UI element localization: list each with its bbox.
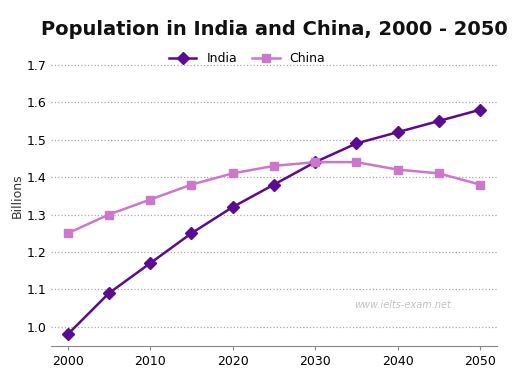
India <box>477 108 483 112</box>
China <box>353 160 359 164</box>
India <box>188 231 195 236</box>
China <box>188 182 195 187</box>
Line: China: China <box>63 158 484 237</box>
India <box>395 130 401 134</box>
Text: www.ielts-exam.net: www.ielts-exam.net <box>354 300 451 310</box>
India <box>271 182 277 187</box>
India <box>65 332 71 337</box>
China <box>147 197 153 202</box>
China <box>106 212 112 217</box>
China <box>395 167 401 172</box>
Title: Population in India and China, 2000 - 2050: Population in India and China, 2000 - 20… <box>40 20 507 39</box>
Y-axis label: Billions: Billions <box>11 174 24 218</box>
India <box>147 261 153 266</box>
Legend: India, China: India, China <box>169 52 325 65</box>
China <box>477 182 483 187</box>
India <box>312 160 318 164</box>
China <box>65 231 71 236</box>
China <box>312 160 318 164</box>
India <box>436 119 442 123</box>
India <box>229 205 236 209</box>
China <box>229 171 236 176</box>
India <box>353 141 359 146</box>
China <box>436 171 442 176</box>
China <box>271 164 277 168</box>
India <box>106 291 112 296</box>
Line: India: India <box>63 106 484 339</box>
